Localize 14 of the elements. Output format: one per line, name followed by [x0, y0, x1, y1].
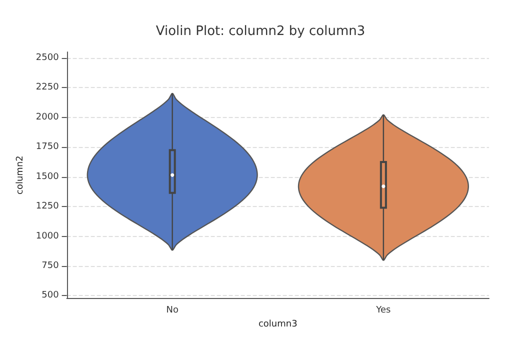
y-tick-label: 1250 [36, 202, 60, 212]
y-axis-title: column2 [16, 156, 26, 194]
y-tick-label: 1750 [36, 142, 60, 152]
x-tick-label: No [166, 306, 179, 316]
y-tick-label: 2250 [36, 82, 60, 93]
y-tick-label: 2000 [36, 112, 60, 122]
y-tick-label: 500 [42, 290, 60, 301]
y-tick-label: 750 [42, 261, 60, 271]
y-tick-label: 1000 [36, 231, 60, 242]
y-tick-label: 1500 [36, 172, 60, 182]
x-axis-title: column3 [258, 320, 298, 330]
y-tick-label: 2500 [36, 52, 60, 63]
chart-title: Violin Plot: column2 by column3 [156, 24, 366, 39]
x-tick-label: Yes [375, 306, 392, 316]
